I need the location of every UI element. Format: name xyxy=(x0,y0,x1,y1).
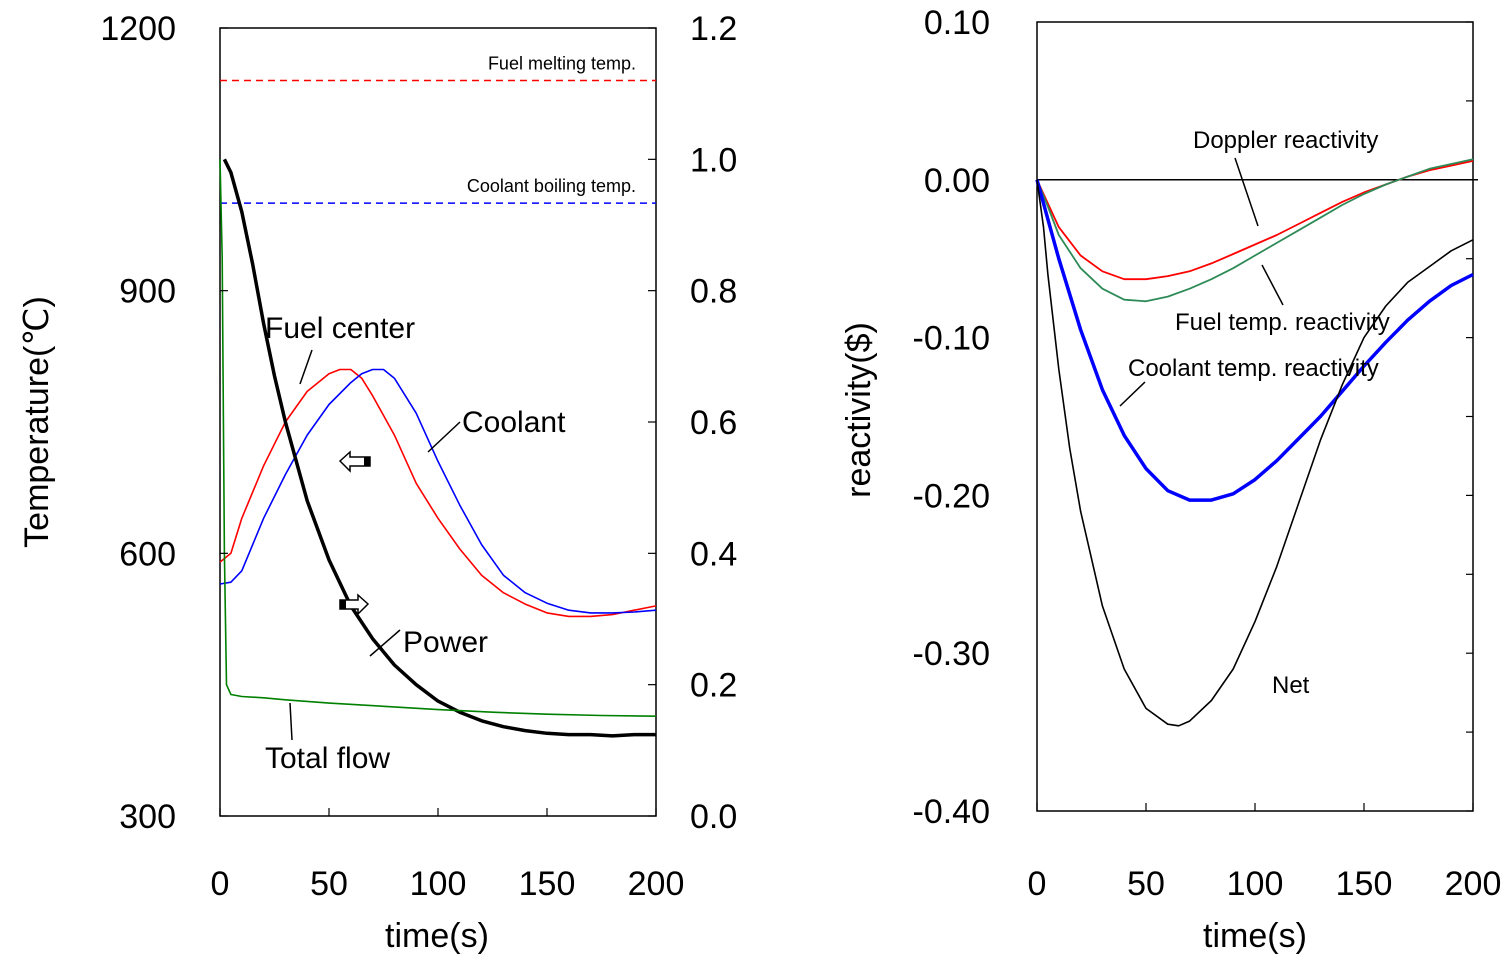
left-ytick-label: 600 xyxy=(119,535,176,573)
fuel-temp-label: Fuel temp. reactivity xyxy=(1175,309,1390,336)
right-chart: 0 50 100 150 200 -0.40 -0.30 -0.20 -0.10 0.00 0.10… xyxy=(840,4,1501,955)
coolant-temp-pointer xyxy=(1119,381,1146,407)
right-ytick-label: 0.00 xyxy=(924,162,990,200)
right-y2tick-label: 1.0 xyxy=(690,141,737,179)
left-xtick-label: 200 xyxy=(628,865,685,903)
power-series-line xyxy=(222,158,656,738)
fuel-center-label: Fuel center xyxy=(265,312,415,345)
coolant-temp-label: Coolant temp. reactivity xyxy=(1128,355,1379,382)
fuel-temp-pointer xyxy=(1261,264,1284,306)
right-xlabel: time(s) xyxy=(1203,917,1307,955)
right-ytick-label: 0.10 xyxy=(924,4,990,42)
total-flow-label: Total flow xyxy=(265,742,390,775)
net-series-line xyxy=(1036,179,1474,727)
doppler-label: Doppler reactivity xyxy=(1193,127,1378,154)
doppler-reactivity-series-line xyxy=(1036,160,1474,281)
right-xtick-label: 150 xyxy=(1336,865,1393,903)
left-series-group xyxy=(219,158,657,738)
right-axis-ticks: 0 50 100 150 200 -0.40 -0.30 -0.20 -0.10 0.00 0.10 xyxy=(913,4,1502,903)
right-axis-arrow-icon xyxy=(339,593,370,616)
left-ylabel: Temperature(℃) xyxy=(18,296,56,548)
right-xtick-label: 200 xyxy=(1445,865,1502,903)
left-xtick-label: 0 xyxy=(211,865,230,903)
power-pointer xyxy=(369,629,401,657)
right-xtick-label: 0 xyxy=(1028,865,1047,903)
right-y2tick-label: 0.2 xyxy=(690,667,737,705)
right-y2tick-label: 0.6 xyxy=(690,404,737,442)
right-y2tick-label: 0.0 xyxy=(690,798,737,836)
right-ytick-label: -0.20 xyxy=(913,477,991,515)
coolant-boiling-temp-label: Coolant boiling temp. xyxy=(467,176,636,196)
right-y2tick-label: 1.2 xyxy=(690,10,737,48)
left-xtick-label: 150 xyxy=(519,865,576,903)
doppler-pointer xyxy=(1234,157,1259,227)
fuel-temp-reactivity-series-line xyxy=(1036,158,1474,303)
right-y2tick-label: 0.4 xyxy=(690,535,737,573)
coolant-series-line xyxy=(219,368,657,614)
power-label: Power xyxy=(403,626,488,659)
right-ytick-label: -0.10 xyxy=(913,320,991,358)
coolant-pointer xyxy=(427,421,461,453)
left-xtick-label: 100 xyxy=(410,865,467,903)
fuel-center-series-line xyxy=(219,368,657,618)
reference-lines xyxy=(220,79,656,204)
fuel-melting-temp-label: Fuel melting temp. xyxy=(488,54,636,74)
left-xtick-label: 50 xyxy=(310,865,348,903)
left-ytick-label: 900 xyxy=(119,273,176,311)
coolant-temp-reactivity-series-line xyxy=(1035,179,1474,502)
left-axis-ticks: 0 50 100 150 200 300 600 900 1200 0.0 0.2 0.4 0.6 0.8… xyxy=(100,10,737,903)
reference-labels: Fuel melting temp. Coolant boiling temp. xyxy=(467,54,636,197)
left-ytick-label: 300 xyxy=(119,798,176,836)
total-flow-series-line xyxy=(219,159,657,717)
coolant-label: Coolant xyxy=(462,406,566,439)
net-label: Net xyxy=(1272,672,1310,699)
right-xtick-label: 50 xyxy=(1127,865,1165,903)
fuel-center-pointer xyxy=(299,349,313,385)
right-series-group xyxy=(1035,158,1474,727)
left-axis-arrow-icon xyxy=(338,450,371,473)
right-ytick-label: -0.30 xyxy=(913,635,991,673)
left-chart: 0 50 100 150 200 300 600 900 1200 0.0 0.2 0.4 0.6 0.8… xyxy=(18,10,737,955)
right-xtick-label: 100 xyxy=(1227,865,1284,903)
right-y2tick-label: 0.8 xyxy=(690,273,737,311)
right-ytick-label: -0.40 xyxy=(913,793,991,831)
left-ytick-label: 1200 xyxy=(100,10,176,48)
total-flow-pointer xyxy=(289,702,293,741)
left-xlabel: time(s) xyxy=(385,917,489,955)
right-ylabel: reactivity($) xyxy=(840,322,878,498)
